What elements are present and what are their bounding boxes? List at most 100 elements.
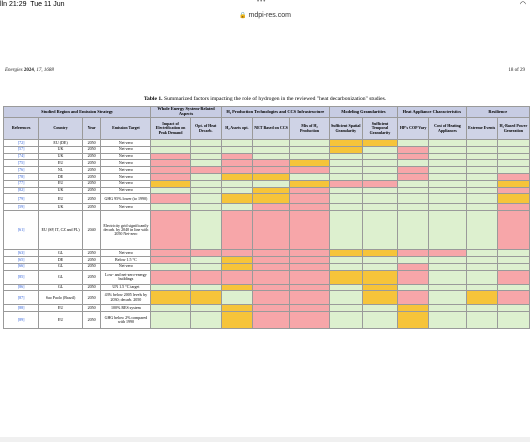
factor-cell [189,145,222,154]
factor-cell [397,249,430,257]
country-cell: UK [38,186,83,195]
reference-link[interactable]: [65] [2,255,40,264]
country-cell: DE [38,172,83,181]
reference-link[interactable]: [82] [2,186,40,195]
year-cell: 2050 [81,311,102,330]
reference-link[interactable]: [59] [2,203,40,212]
factor-cell [150,249,191,257]
factor-cell [465,283,498,292]
reference-link[interactable]: [86] [2,283,40,292]
factor-cell [428,210,467,251]
factor-cell [220,145,253,154]
country-cell: EU [38,193,83,205]
reference-link[interactable]: [88] [2,304,40,313]
reference-link[interactable]: [79] [2,193,40,205]
factor-cell [496,139,530,147]
factor-cell [289,203,330,212]
factor-cell [289,210,330,251]
factor-cell [328,283,363,292]
reference-link[interactable]: [61] [2,210,40,251]
year-cell: 2050 [81,283,102,292]
factor-cell [251,179,291,188]
reference-link[interactable]: [74] [2,152,40,161]
factor-cell [397,172,430,181]
reference-link[interactable]: [57] [2,145,40,154]
table-row: [88] EU 2050 100% RES system [2,304,530,313]
emission-target-cell: 100% RES system [100,304,152,313]
column-header: References [2,117,40,140]
reference-link[interactable]: [87] [2,290,40,306]
factor-cell [251,290,291,306]
factor-cell [150,179,191,188]
address-bar[interactable]: 🔒 mdpi-res.com [0,9,530,22]
reference-link[interactable]: [85] [2,269,40,285]
reference-link[interactable]: [77] [2,179,40,188]
year-cell: 2050 [81,290,102,306]
factor-cell [150,304,191,313]
factor-cell [150,186,191,195]
factor-cell [328,166,363,174]
factor-cell [496,193,530,205]
country-cell: EU (SP, IT, CZ and PL) [38,210,83,251]
reference-link[interactable]: [89] [2,311,40,330]
factor-cell [150,139,191,147]
factor-cell [189,283,222,292]
factor-cell [465,210,498,251]
reference-link[interactable]: [63] [2,249,40,257]
factor-cell [328,159,363,168]
group-header: Studied Region and Emission Strategy [2,106,152,118]
factor-cell [328,255,363,264]
country-cell: EU [38,159,83,168]
factor-cell [189,210,222,251]
factor-cell [465,166,498,174]
factor-cell [289,283,330,292]
factor-cell [220,152,253,161]
factor-cell [220,262,253,271]
factor-cell [397,193,430,205]
reference-link[interactable]: [78] [2,172,40,181]
column-header: NET Based on CCS [251,117,291,140]
factor-cell [150,269,191,285]
reference-link[interactable]: [75] [2,159,40,168]
factor-cell [189,166,222,174]
year-cell: 2050 [81,179,102,188]
factor-cell [428,139,467,147]
factor-cell [397,145,430,154]
year-cell: 2040 [81,210,102,251]
multitask-dots[interactable]: ••• [257,0,267,5]
factor-cell [397,179,430,188]
factor-cell [361,159,399,168]
factor-cell [428,311,467,330]
group-header: Whole Energy System-Related Aspects [150,106,222,118]
factor-cell [189,193,222,205]
year-cell: 2050 [81,262,102,271]
reference-link[interactable]: [66] [2,262,40,271]
factor-cell [251,304,291,313]
reference-link[interactable]: [72] [2,139,40,147]
factor-cell [150,262,191,271]
emission-target-cell: GHG below 2% compared with 1990 [100,311,152,330]
reference-link[interactable]: [76] [2,166,40,174]
factor-cell [496,311,530,330]
factor-cell [496,283,530,292]
factor-cell [289,179,330,188]
factor-cell [289,255,330,264]
country-cell: GL [38,249,83,257]
emission-target-cell: Net-zero [100,145,152,154]
factor-cell [251,283,291,292]
table-row: [85] GL 2050 Low- and net-zero-energy build… [2,269,530,285]
factor-cell [251,311,291,330]
year-cell: 2050 [81,304,102,313]
factor-cell [361,139,399,147]
factor-cell [361,152,399,161]
factor-cell [496,304,530,313]
table-body: [72] EU (DE) 2050 Net-zero [57] UK 2050 Net-zer… [2,139,530,330]
factor-cell [150,311,191,330]
factor-cell [465,249,498,257]
factor-cell [289,311,330,330]
year-cell: 2050 [81,172,102,181]
table-row: [77] EU 2050 Net-zero [2,179,530,188]
factor-cell [397,304,430,313]
factor-cell [361,249,399,257]
factor-cell [189,139,222,147]
